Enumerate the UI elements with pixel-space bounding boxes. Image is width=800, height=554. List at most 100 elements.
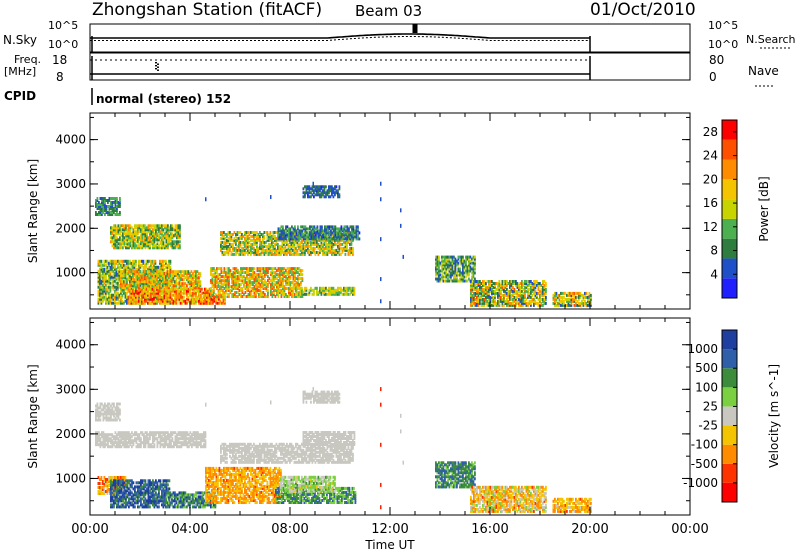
range-cell [271,291,274,294]
range-cell [237,287,239,290]
nsearch-label: N.Search [746,33,796,46]
range-cell [471,271,473,275]
range-cell [118,293,121,297]
range-cell [357,227,359,231]
range-cell [334,191,336,195]
range-cell [136,267,139,271]
range-cell [124,265,127,269]
range-cell [174,293,176,297]
range-cell [145,272,148,276]
range-cell [177,289,179,293]
range-cell [334,242,336,246]
nsearch-line [90,36,590,41]
range-cell [144,272,146,276]
range-cell [239,242,242,246]
range-cell [307,227,310,231]
range-cell [189,289,191,293]
range-cell [241,291,244,294]
range-cell [476,303,478,307]
range-cell [247,279,250,283]
range-cell [168,259,170,263]
range-cell [174,274,176,278]
range-cell [249,275,251,279]
range-cell [166,286,169,290]
range-cell [276,285,278,289]
range-cell [298,273,301,277]
range-cell [121,293,124,297]
range-cell [163,299,166,303]
range-cell [563,291,565,295]
range-cell [471,303,474,307]
range-cell [230,244,233,248]
range-cell [161,228,163,232]
range-cell [245,238,248,242]
range-cell [213,291,215,294]
range-cell [153,232,156,236]
range-cell [510,285,513,289]
nsky-label: N.Sky [3,33,38,47]
range-cell [210,299,213,303]
range-cell [243,293,245,296]
range-cell [153,282,155,286]
range-cell [457,273,460,277]
range-cell [534,295,537,299]
range-cell [314,286,317,290]
range-cell [438,261,440,265]
range-cell [307,240,309,244]
range-cell [156,270,158,274]
range-cell [289,293,292,296]
range-cell [119,205,121,208]
range-cell [120,265,122,269]
range-cell [460,271,463,275]
range-cell [289,237,292,241]
range-cell [314,193,317,197]
range-cell [134,244,136,248]
range-cell [512,301,514,305]
range-cell [192,284,194,288]
range-cell [344,252,347,256]
range-cell [236,248,239,252]
range-cell [447,255,449,259]
range-cell [156,224,159,228]
range-cell [198,282,200,286]
range-cell [133,291,136,295]
range-cell [238,271,241,275]
range-cell [144,263,146,267]
range-cell [112,295,115,299]
range-cell [300,291,302,294]
range-cell [283,242,285,246]
range-cell [240,279,242,283]
range-cell [216,297,219,301]
range-cell [106,271,109,275]
range-cell [328,286,330,290]
range-cell [166,265,169,269]
range-cell [350,250,353,254]
range-cell [108,211,111,214]
range-cell [116,211,118,214]
range-cell [149,246,151,250]
range-cell [106,281,109,285]
range-cell [530,285,532,289]
range-cell [233,236,236,240]
range-cell [301,248,303,252]
range-cell [165,240,168,244]
range-cell [466,279,469,283]
range-cell [522,297,525,301]
range-cell [271,277,274,281]
range-cell [527,293,529,297]
range-cell [147,228,150,232]
range-cell [280,231,283,235]
range-cell [108,285,110,289]
range-cell [530,295,532,299]
range-cell [453,273,455,277]
range-cell [190,301,193,305]
freq-label: Freq. [14,53,42,66]
range-cell [259,246,261,250]
range-cell [450,273,452,277]
range-cell [349,292,351,296]
range-cell [220,236,222,240]
range-cell [480,303,483,307]
range-cell [121,265,124,269]
range-cell [268,246,270,250]
range-cell [307,193,309,197]
